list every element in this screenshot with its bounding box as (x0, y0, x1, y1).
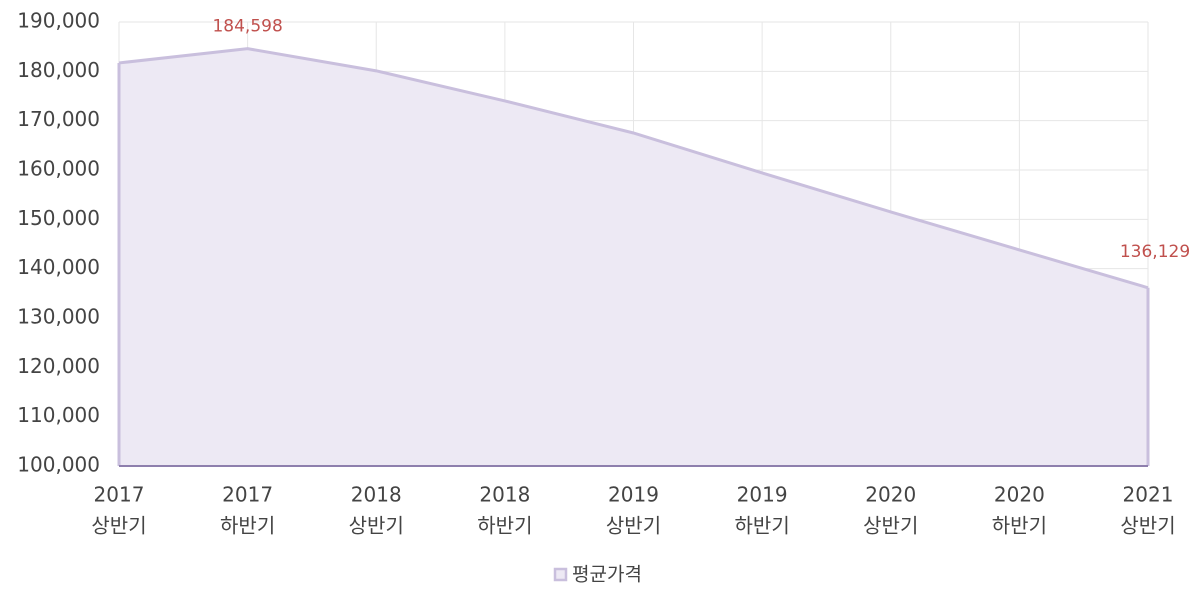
legend-swatch (553, 567, 568, 582)
y-tick-label: 140,000 (17, 255, 100, 279)
x-tick-label: 상반기 (1120, 514, 1175, 538)
x-tick-label: 2017 (94, 483, 145, 507)
y-tick-label: 180,000 (17, 58, 100, 82)
y-tick-label: 100,000 (17, 453, 100, 477)
x-tick-label: 상반기 (863, 514, 918, 538)
value-label: 184,598 (212, 17, 282, 37)
x-tick-label: 하반기 (220, 514, 275, 538)
legend-label: 평균가격 (572, 564, 642, 586)
x-tick-label: 상반기 (349, 514, 404, 538)
area-line (118, 47, 1149, 290)
value-label: 136,129 (1120, 242, 1190, 262)
x-tick-label: 2019 (737, 483, 788, 507)
y-tick-label: 160,000 (17, 157, 100, 181)
y-tick-label: 150,000 (17, 206, 100, 230)
x-tick-label: 상반기 (91, 514, 146, 538)
y-tick-label: 120,000 (17, 354, 100, 378)
y-tick-label: 130,000 (17, 305, 100, 329)
x-tick-label: 하반기 (735, 514, 790, 538)
y-tick-label: 170,000 (17, 107, 100, 131)
x-tick-label: 하반기 (477, 514, 532, 538)
x-tick-label: 2021 (1123, 483, 1174, 507)
y-tick-label: 190,000 (17, 9, 100, 33)
x-tick-label: 2017 (222, 483, 273, 507)
x-tick-label: 2020 (994, 483, 1045, 507)
x-tick-label: 2018 (351, 483, 402, 507)
x-tick-label: 2018 (479, 483, 530, 507)
x-tick-label: 2020 (865, 483, 916, 507)
y-tick-label: 110,000 (17, 403, 100, 427)
x-tick-label: 하반기 (992, 514, 1047, 538)
x-tick-label: 상반기 (606, 514, 661, 538)
area-fill (119, 48, 1148, 466)
x-tick-label: 2019 (608, 483, 659, 507)
